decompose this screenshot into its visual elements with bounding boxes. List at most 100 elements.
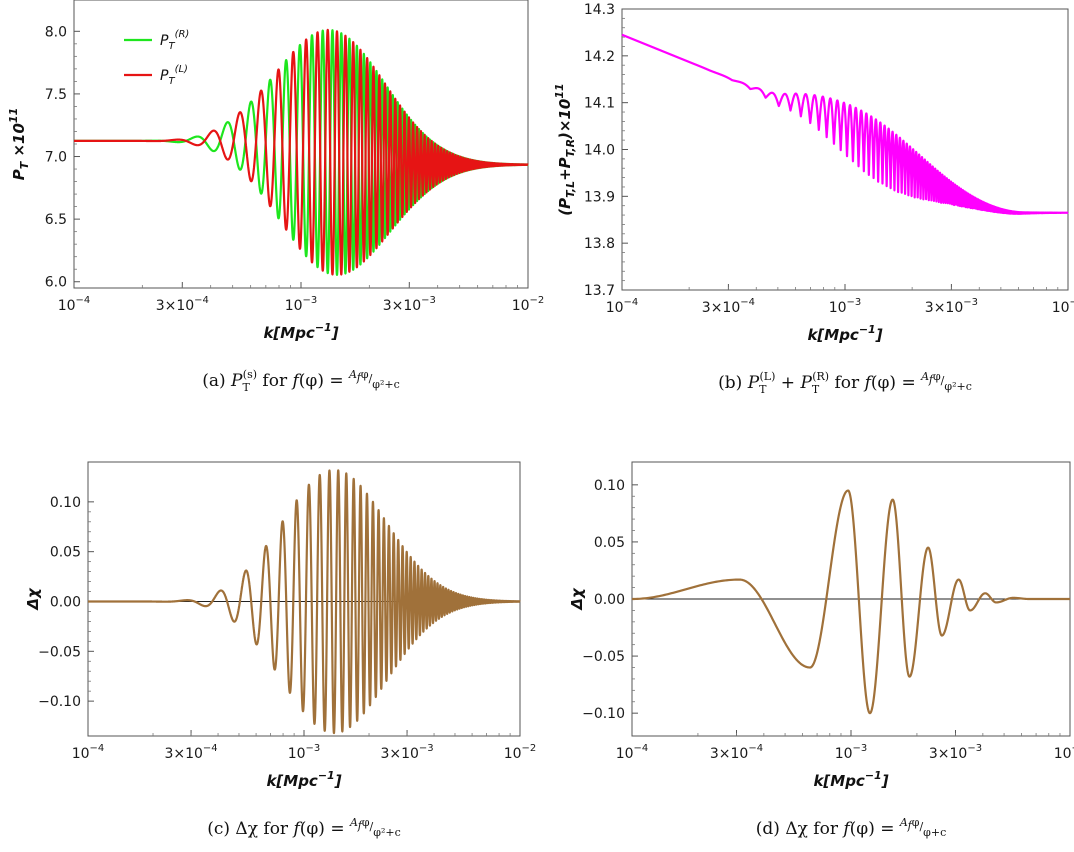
x-axis-label-text: k[Mpc — [807, 326, 858, 344]
x-tick-exponent: −4 — [203, 743, 218, 754]
x-tick-label: 3×10−3 — [929, 743, 982, 762]
y-label-sub2: T,R — [564, 139, 577, 157]
x-tick-exponent: −4 — [624, 297, 639, 308]
x-tick-base: 3×10 — [156, 298, 194, 314]
caption-frac: / — [941, 374, 945, 387]
caption-f: f — [841, 819, 852, 839]
x-tick-exponent: −4 — [748, 743, 763, 754]
x-tick-label: 3×10−4 — [156, 295, 209, 314]
x-tick-base: 10 — [835, 746, 853, 762]
x-tick-label: 3×10−4 — [164, 743, 217, 762]
caption-p: P — [230, 371, 243, 391]
x-tick-base: 3×10 — [380, 746, 418, 762]
caption-sub1: T — [759, 383, 767, 396]
x-tick-base: 10 — [288, 746, 306, 762]
x-axis-label-exponent: −1 — [865, 769, 882, 782]
caption-eq: (φ) = — [300, 819, 350, 839]
x-axis-label-bracket: ] — [334, 772, 342, 790]
y-tick-label: 0.10 — [50, 495, 81, 511]
caption-num-sub: f — [907, 819, 914, 832]
caption-frac: / — [369, 372, 373, 385]
x-tick-label: 10−2 — [504, 743, 537, 762]
x-tick-base: 10 — [606, 300, 624, 316]
x-tick-exponent: −4 — [740, 297, 755, 308]
x-axis-label-text: k[Mpc — [263, 324, 314, 342]
caption-num-phi: φ — [933, 370, 941, 383]
y-tick-label: 0.10 — [594, 478, 625, 494]
x-tick-label: 10−3 — [288, 743, 321, 762]
caption-sub2: T — [812, 383, 820, 396]
legend-sub: T — [168, 76, 175, 87]
x-tick-exponent: −4 — [194, 295, 209, 306]
panel-caption: (b) PT(L) + PT(R) for f(φ) = Afφ/φ²+c — [718, 370, 972, 396]
x-tick-exponent: −2 — [1070, 297, 1074, 308]
caption-num-phi: φ — [912, 816, 920, 829]
x-tick-label: 10−2 — [1054, 743, 1074, 762]
x-tick-base: 3×10 — [929, 746, 967, 762]
x-axis-label: k[Mpc−1] — [263, 321, 338, 342]
caption-frac: / — [919, 820, 923, 833]
caption-f: f — [291, 819, 302, 839]
x-tick-exponent: −4 — [76, 295, 91, 306]
caption-num-phi: φ — [361, 368, 369, 381]
x-tick-base: 10 — [1052, 300, 1070, 316]
caption-for: for — [829, 373, 864, 393]
caption-label: (c) — [207, 819, 235, 839]
caption-label: (a) — [202, 371, 231, 391]
caption-dchi: Δχ for — [785, 819, 843, 839]
x-tick-base: 10 — [72, 746, 90, 762]
x-tick-base: 3×10 — [710, 746, 748, 762]
caption-plus: + — [775, 373, 800, 393]
caption-label: (b) — [718, 373, 748, 393]
caption-num: A — [348, 368, 357, 381]
y-axis-label: Δχ — [24, 587, 42, 611]
legend-sup: (L) — [175, 64, 188, 75]
caption-den: φ²+c — [944, 380, 972, 393]
y-label-times: )×10 — [556, 99, 574, 140]
x-axis-label-exponent: −1 — [315, 321, 332, 334]
x-tick-exponent: −3 — [853, 743, 868, 754]
caption-sup: (s) — [243, 368, 257, 381]
y-tick-label: 13.9 — [584, 189, 615, 205]
caption-sup1: (L) — [759, 370, 775, 383]
legend-p: P — [160, 33, 169, 49]
caption-for: for — [257, 371, 292, 391]
y-tick-label: 14.2 — [584, 49, 615, 65]
x-tick-base: 3×10 — [383, 298, 421, 314]
series-line-1 — [86, 469, 522, 735]
y-tick-label: −0.05 — [582, 649, 625, 665]
y-tick-label: 6.5 — [45, 212, 67, 228]
y-tick-label: 0.05 — [594, 535, 625, 551]
caption-num: A — [899, 816, 908, 829]
x-axis-label-bracket: ] — [881, 772, 889, 790]
x-tick-exponent: −4 — [90, 743, 105, 754]
legend-entry: PT(L) — [160, 64, 188, 87]
x-tick-base: 10 — [58, 298, 76, 314]
x-axis-label-exponent: −1 — [318, 769, 335, 782]
caption-sub: T — [242, 381, 250, 394]
caption-num-sub: f — [928, 373, 935, 386]
x-tick-exponent: −3 — [303, 295, 318, 306]
y-tick-label: 7.0 — [45, 150, 67, 166]
x-tick-label: 10−4 — [606, 297, 639, 316]
x-tick-base: 10 — [512, 298, 530, 314]
legend-sub: T — [168, 41, 175, 52]
x-tick-label: 3×10−4 — [702, 297, 755, 316]
y-axis-label: (PT,L+PT,R)×1011 — [553, 83, 577, 215]
y-tick-label: 13.7 — [584, 283, 615, 299]
x-axis-label-text: k[Mpc — [813, 772, 864, 790]
caption-num: A — [920, 370, 929, 383]
x-tick-base: 3×10 — [164, 746, 202, 762]
caption-num-sub: f — [357, 819, 364, 832]
panel-caption: (c) Δχ for f(φ) = Afφ/φ²+c — [207, 816, 401, 839]
series-line-1 — [631, 489, 1071, 715]
y-label-sub1: T,L — [564, 181, 577, 198]
caption-label: (d) — [756, 819, 786, 839]
caption-p1: P — [747, 373, 760, 393]
x-tick-label: 10−3 — [835, 743, 868, 762]
series-line-1 — [620, 33, 1070, 215]
x-tick-base: 10 — [829, 300, 847, 316]
y-tick-label: 0.05 — [50, 545, 81, 561]
